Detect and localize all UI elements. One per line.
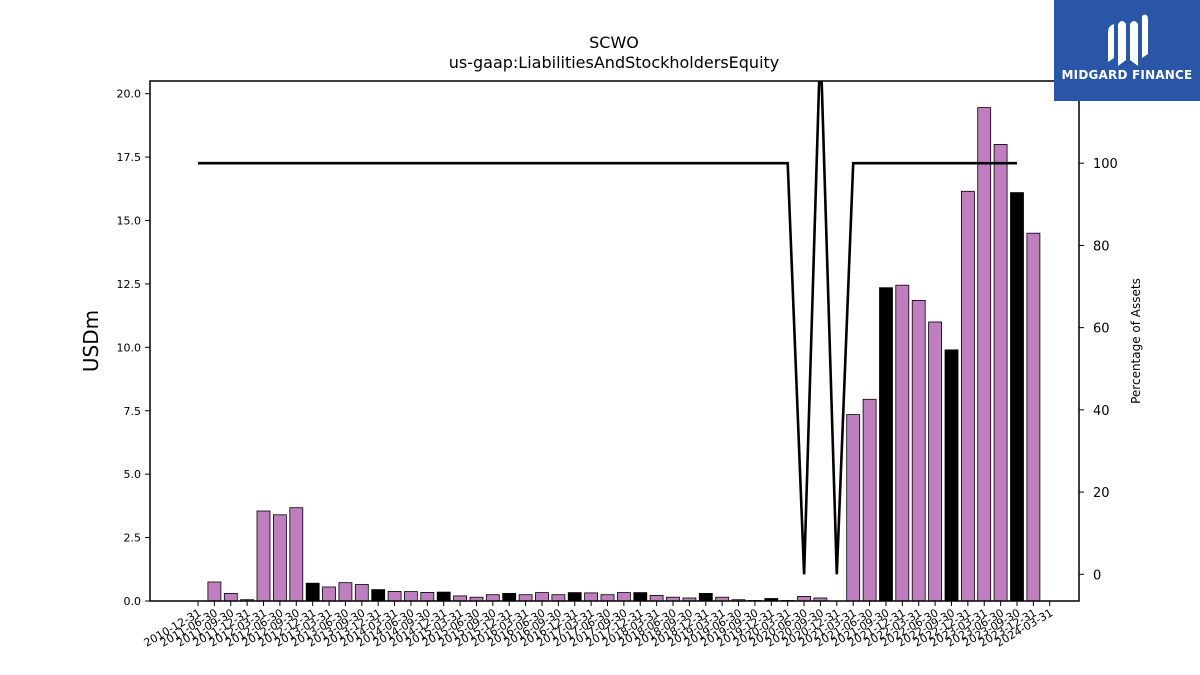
bar-2023-06-30	[993, 143, 1008, 602]
y2-axis-label: Percentage of Assets	[1129, 278, 1143, 404]
y-tick-label: 12.5	[117, 278, 142, 291]
brand-name: MIDGARD FINANCE	[1061, 68, 1193, 82]
bar-2016-09-30	[551, 594, 566, 602]
plot-frame	[149, 80, 1080, 602]
bar-2015-12-31	[502, 593, 517, 602]
y2-tick-label: 80	[1093, 239, 1110, 254]
bar-2016-06-30	[535, 592, 549, 602]
y-tick-label: 20.0	[117, 88, 142, 101]
bar-2014-03-31	[387, 591, 402, 602]
bar-2022-03-31	[911, 299, 926, 602]
y2-tick-label: 100	[1093, 157, 1118, 172]
bar-2021-03-31	[846, 414, 861, 602]
bar-2012-09-30	[289, 507, 304, 602]
y-tick-label: 7.5	[124, 405, 142, 418]
chart-subtitle: us-gaap:LiabilitiesAndStockholdersEquity	[449, 53, 780, 72]
bar-2016-12-31	[567, 592, 582, 602]
bar-2014-09-30	[420, 592, 435, 602]
bar-2017-06-30	[600, 594, 615, 602]
bars-group	[207, 107, 1041, 602]
y-tick-label: 17.5	[117, 151, 142, 164]
bar-2023-12-31	[1026, 232, 1041, 602]
bar-2012-06-30	[272, 514, 287, 602]
bar-2015-03-31	[453, 595, 468, 602]
bar-2022-09-30	[944, 349, 959, 602]
bar-2021-12-31	[895, 284, 910, 602]
bar-2012-12-31	[305, 582, 320, 602]
bar-2023-09-30	[1010, 192, 1024, 602]
bar-2011-09-30	[223, 593, 238, 602]
axes-group: 0.0 2.5 5.0 7.5 10.0 12.5 15.0 17.5 20.0 0 20 40 60 8…	[117, 80, 1118, 650]
bar-2017-03-31	[584, 592, 598, 602]
y-axis-label: USDm	[79, 310, 103, 372]
brand-logo: MIDGARD FINANCE	[1054, 0, 1200, 101]
bar-2023-03-31	[977, 107, 992, 602]
bar-2011-06-30	[207, 581, 222, 602]
line-group	[198, 81, 1017, 575]
bar-2013-06-30	[338, 582, 353, 602]
brand-mark-icon	[1108, 14, 1148, 66]
bar-2015-09-30	[485, 594, 500, 602]
y-tick-label: 10.0	[117, 341, 142, 354]
y-tick-label: 2.5	[124, 532, 142, 545]
bar-2014-12-31	[436, 591, 451, 602]
bar-2013-12-31	[371, 589, 386, 602]
bar-2016-03-31	[518, 594, 533, 602]
bar-2013-09-30	[354, 584, 369, 602]
y2-tick-label: 0	[1093, 568, 1101, 583]
bar-2018-12-31	[698, 593, 713, 602]
bar-2021-06-30	[862, 398, 877, 602]
bar-2014-06-30	[403, 591, 418, 602]
y-tick-label: 15.0	[117, 215, 142, 228]
bar-2017-12-31	[633, 592, 648, 602]
bar-2017-09-30	[617, 592, 631, 602]
y2-tick-label: 40	[1093, 404, 1110, 419]
bar-2021-09-30	[879, 287, 893, 602]
chart-title: SCWO	[589, 33, 639, 52]
bar-2022-12-31	[961, 190, 975, 602]
y-tick-label: 5.0	[124, 468, 142, 481]
bar-2013-03-31	[322, 586, 336, 602]
bar-2012-03-31	[256, 510, 271, 602]
y2-tick-label: 20	[1093, 486, 1110, 501]
y2-tick-label: 60	[1093, 322, 1110, 337]
percentage-line	[198, 81, 1017, 575]
y-tick-label: 0.0	[124, 595, 142, 608]
bar-2018-03-31	[649, 595, 664, 602]
bar-2022-06-30	[928, 321, 942, 602]
